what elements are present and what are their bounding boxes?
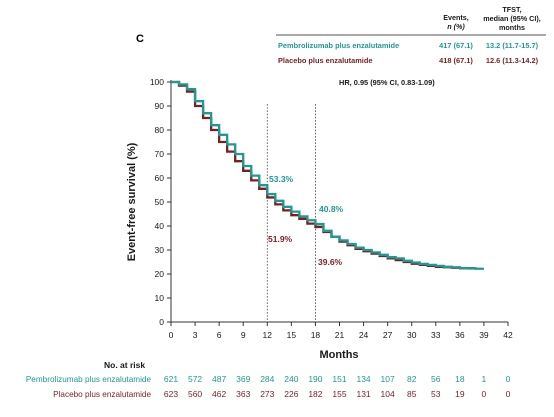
y-tick-label: 20	[155, 269, 165, 279]
annotation-pembro-12mo: 53.3%	[269, 174, 294, 184]
x-tick-label: 18	[311, 330, 321, 340]
at-risk-pembro-value: 284	[260, 374, 274, 384]
at-risk-pembro-value: 107	[381, 374, 395, 384]
legend-pembro-median: 13.2 (11.7-15.7)	[486, 41, 539, 50]
y-tick-label: 90	[155, 101, 165, 111]
annotation-pembro-18mo: 40.8%	[319, 204, 344, 214]
at-risk-placebo-value: 182	[308, 389, 322, 399]
x-tick-label: 12	[263, 330, 273, 340]
legend-pembro-name: Pembrolizumab plus enzalutamide	[278, 41, 399, 50]
at-risk-placebo-value: 131	[356, 389, 370, 399]
hazard-ratio: HR, 0.95 (95% CI, 0.83-1.09)	[339, 78, 435, 87]
x-tick-label: 15	[287, 330, 297, 340]
placebo-survival-curve	[171, 80, 476, 270]
x-tick-label: 27	[383, 330, 393, 340]
at-risk-placebo-value: 155	[332, 389, 346, 399]
at-risk-placebo-value: 273	[260, 389, 274, 399]
at-risk-pembro-value: 572	[188, 374, 202, 384]
x-tick-label: 24	[359, 330, 369, 340]
legend-placebo-name: Placebo plus enzalutamide	[278, 56, 372, 65]
tfst-header-line3: months	[499, 23, 525, 32]
y-tick-label: 50	[155, 197, 165, 207]
y-tick-label: 60	[155, 173, 165, 183]
at-risk-values: 621 572 487 369 284 240 190 151 134 107 82 56 18 1 062…	[164, 374, 511, 399]
survival-curves	[171, 80, 484, 270]
y-tick-label: 80	[155, 125, 165, 135]
y-tick-label: 70	[155, 149, 165, 159]
at-risk-placebo-value: 462	[212, 389, 226, 399]
at-risk-placebo-value: 623	[164, 389, 178, 399]
at-risk-placebo-value: 104	[381, 389, 395, 399]
events-header-line2: n (%)	[447, 22, 465, 31]
tfst-header-line2: median (95% CI),	[483, 14, 541, 23]
x-tick-label: 9	[241, 330, 246, 340]
panel-label: C	[136, 33, 144, 45]
at-risk-pembro-value: 18	[455, 374, 465, 384]
annotation-placebo-12mo: 51.9%	[268, 234, 293, 244]
at-risk-pembro-value: 621	[164, 374, 178, 384]
at-risk-title: No. at risk	[104, 360, 145, 370]
at-risk-pembro-value: 240	[284, 374, 298, 384]
x-tick-label: 30	[407, 330, 417, 340]
pembro-survival-curve	[171, 80, 484, 270]
y-tick-label: 10	[155, 293, 165, 303]
y-tick-label: 30	[155, 245, 165, 255]
at-risk-placebo-label: Placebo plus enzalutamide	[53, 390, 151, 399]
at-risk-placebo-value: 226	[284, 389, 298, 399]
x-tick-label: 3	[193, 330, 198, 340]
at-risk-pembro-label: Pembrolizumab plus enzalutamide	[26, 375, 152, 384]
events-header-line1: Events,	[443, 13, 469, 22]
at-risk-pembro-value: 82	[407, 374, 417, 384]
at-risk-pembro-value: 369	[236, 374, 250, 384]
x-tick-label: 36	[455, 330, 465, 340]
x-tick-label: 6	[217, 330, 222, 340]
at-risk-placebo-value: 560	[188, 389, 202, 399]
x-tick-label: 42	[503, 330, 513, 340]
annotation-placebo-18mo: 39.6%	[318, 257, 343, 267]
x-axis-title: Months	[319, 349, 358, 361]
at-risk-placebo-value: 19	[455, 389, 465, 399]
y-tick-label: 40	[155, 221, 165, 231]
at-risk-pembro-value: 134	[356, 374, 370, 384]
at-risk-placebo-value: 363	[236, 389, 250, 399]
x-tick-label: 39	[479, 330, 489, 340]
x-tick-label: 33	[431, 330, 441, 340]
tfst-header-line1: TFST,	[502, 5, 521, 14]
x-tick-label: 21	[335, 330, 345, 340]
y-tick-label: 100	[150, 77, 164, 87]
at-risk-pembro-value: 190	[308, 374, 322, 384]
at-risk-pembro-value: 56	[431, 374, 441, 384]
at-risk-placebo-value: 0	[482, 389, 487, 399]
at-risk-placebo-value: 85	[407, 389, 417, 399]
legend-placebo-events: 418 (67.1)	[439, 56, 473, 65]
x-tick-label: 0	[169, 330, 174, 340]
at-risk-placebo-value: 0	[506, 389, 511, 399]
at-risk-pembro-value: 487	[212, 374, 226, 384]
legend-placebo-median: 12.6 (11.3-14.2)	[486, 56, 539, 65]
y-tick-label: 0	[159, 317, 164, 327]
reference-lines	[266, 104, 316, 322]
at-risk-placebo-value: 53	[431, 389, 441, 399]
at-risk-pembro-value: 0	[506, 374, 511, 384]
legend-pembro-events: 417 (67.1)	[439, 41, 473, 50]
y-axis-title: Event-free survival (%)	[126, 142, 138, 261]
at-risk-pembro-value: 1	[482, 374, 487, 384]
at-risk-pembro-value: 151	[332, 374, 346, 384]
